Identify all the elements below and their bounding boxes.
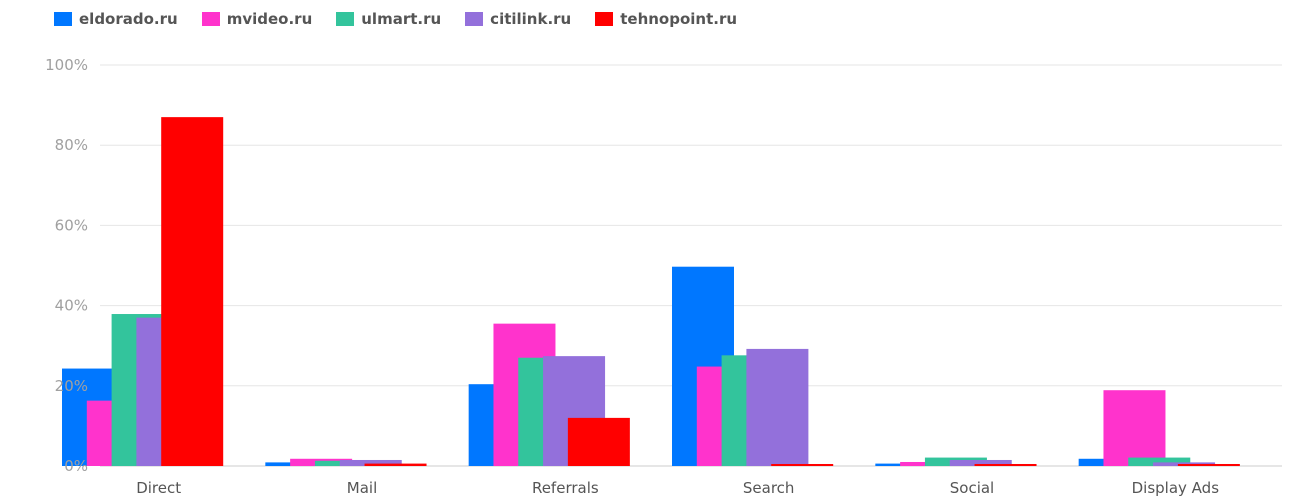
y-tick-label: 100% [45,56,88,74]
legend-swatch [54,12,72,26]
legend-item[interactable]: ulmart.ru [336,10,441,28]
x-tick-label: Social [950,479,994,497]
x-tick-label: Search [743,479,795,497]
y-tick-label: 0% [64,457,88,475]
bar [974,463,1037,466]
bar [161,117,224,466]
bar [771,463,834,466]
x-tick-label: Display Ads [1132,479,1220,497]
legend-item[interactable]: mvideo.ru [201,10,313,28]
bar [1128,457,1191,466]
bar [339,459,402,466]
legend-label: tehnopoint.ru [620,10,738,28]
bar [567,417,630,466]
bar [364,463,427,466]
legend-swatch [465,12,484,26]
bar [949,459,1012,466]
y-tick-label: 80% [55,136,88,154]
legend-swatch [595,12,614,26]
legend-swatch [336,12,355,26]
bar [1103,390,1166,466]
legend: eldorado.ru mvideo.ru ulmart.ru citilink.ru… [54,9,761,29]
legend-item[interactable]: eldorado.ru [54,10,178,28]
y-tick-label: 40% [55,297,88,315]
y-tick-label: 20% [55,377,88,395]
legend-label: eldorado.ru [79,10,178,28]
legend-item[interactable]: citilink.ru [465,10,571,28]
legend-label: mvideo.ru [226,10,313,28]
legend-swatch [201,12,220,26]
legend-item[interactable]: tehnopoint.ru [595,10,737,28]
x-tick-label: Referrals [532,479,599,497]
legend-label: citilink.ru [490,10,572,28]
x-tick-label: Direct [136,479,181,497]
bar [746,348,809,466]
x-tick-label: Mail [347,479,377,497]
bar [1177,463,1240,466]
legend-label: ulmart.ru [361,10,442,28]
y-tick-label: 60% [55,216,88,234]
